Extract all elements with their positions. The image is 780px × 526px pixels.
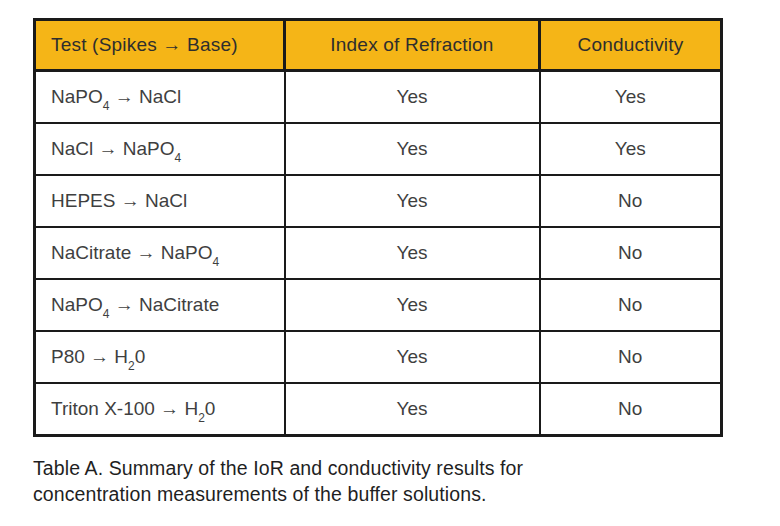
formula-text: NaPO [51, 86, 103, 107]
table-row: P80 → H20YesNo [35, 331, 722, 383]
table-header: Test (Spikes → Base) Index of Refraction… [35, 20, 722, 71]
conductivity-cell: No [540, 383, 722, 436]
conductivity-cell: Yes [540, 71, 722, 124]
table-row: NaCitrate → NaPO4YesNo [35, 227, 722, 279]
formula-text: → NaCitrate [109, 294, 219, 315]
index-of-refraction-cell: Yes [285, 71, 540, 124]
header-cell-index-of-refraction: Index of Refraction [285, 20, 540, 71]
table-body: NaPO4 → NaClYesYesNaCl → NaPO4YesYesHEPE… [35, 71, 722, 436]
conductivity-cell: No [540, 175, 722, 227]
table-row: NaCl → NaPO4YesYes [35, 123, 722, 175]
table-row: Triton X-100 → H20YesNo [35, 383, 722, 436]
test-cell: Triton X-100 → H20 [35, 383, 285, 436]
index-of-refraction-cell: Yes [285, 227, 540, 279]
subscript: 4 [213, 255, 220, 269]
header-row: Test (Spikes → Base) Index of Refraction… [35, 20, 722, 71]
subscript: 4 [103, 99, 110, 113]
table-row: NaPO4 → NaCitrateYesNo [35, 279, 722, 331]
formula-text: NaPO [51, 294, 103, 315]
conductivity-cell: No [540, 331, 722, 383]
table-row: HEPES → NaCl YesNo [35, 175, 722, 227]
index-of-refraction-cell: Yes [285, 331, 540, 383]
table-caption: Table A. Summary of the IoR and conducti… [33, 455, 643, 507]
subscript: 2 [128, 359, 135, 373]
test-cell: HEPES → NaCl [35, 175, 285, 227]
formula-text: 0 [135, 346, 146, 367]
formula-text: Triton X-100 → H [51, 398, 198, 419]
formula-text: NaCitrate → NaPO [51, 242, 213, 263]
test-cell: NaCl → NaPO4 [35, 123, 285, 175]
test-cell: NaPO4 → NaCl [35, 71, 285, 124]
header-cell-conductivity: Conductivity [540, 20, 722, 71]
test-cell: P80 → H20 [35, 331, 285, 383]
index-of-refraction-cell: Yes [285, 383, 540, 436]
conductivity-cell: Yes [540, 123, 722, 175]
index-of-refraction-cell: Yes [285, 123, 540, 175]
conductivity-cell: No [540, 279, 722, 331]
subscript: 2 [198, 411, 205, 425]
formula-text: P80 → H [51, 346, 128, 367]
page: Test (Spikes → Base) Index of Refraction… [0, 0, 780, 526]
formula-text: HEPES → NaCl [51, 190, 187, 211]
table-row: NaPO4 → NaClYesYes [35, 71, 722, 124]
results-table: Test (Spikes → Base) Index of Refraction… [33, 18, 723, 437]
formula-text: 0 [205, 398, 216, 419]
subscript: 4 [103, 307, 110, 321]
index-of-refraction-cell: Yes [285, 175, 540, 227]
header-cell-test: Test (Spikes → Base) [35, 20, 285, 71]
conductivity-cell: No [540, 227, 722, 279]
index-of-refraction-cell: Yes [285, 279, 540, 331]
formula-text: NaCl → NaPO [51, 138, 175, 159]
test-cell: NaCitrate → NaPO4 [35, 227, 285, 279]
test-cell: NaPO4 → NaCitrate [35, 279, 285, 331]
formula-text: → NaCl [109, 86, 181, 107]
subscript: 4 [175, 151, 182, 165]
